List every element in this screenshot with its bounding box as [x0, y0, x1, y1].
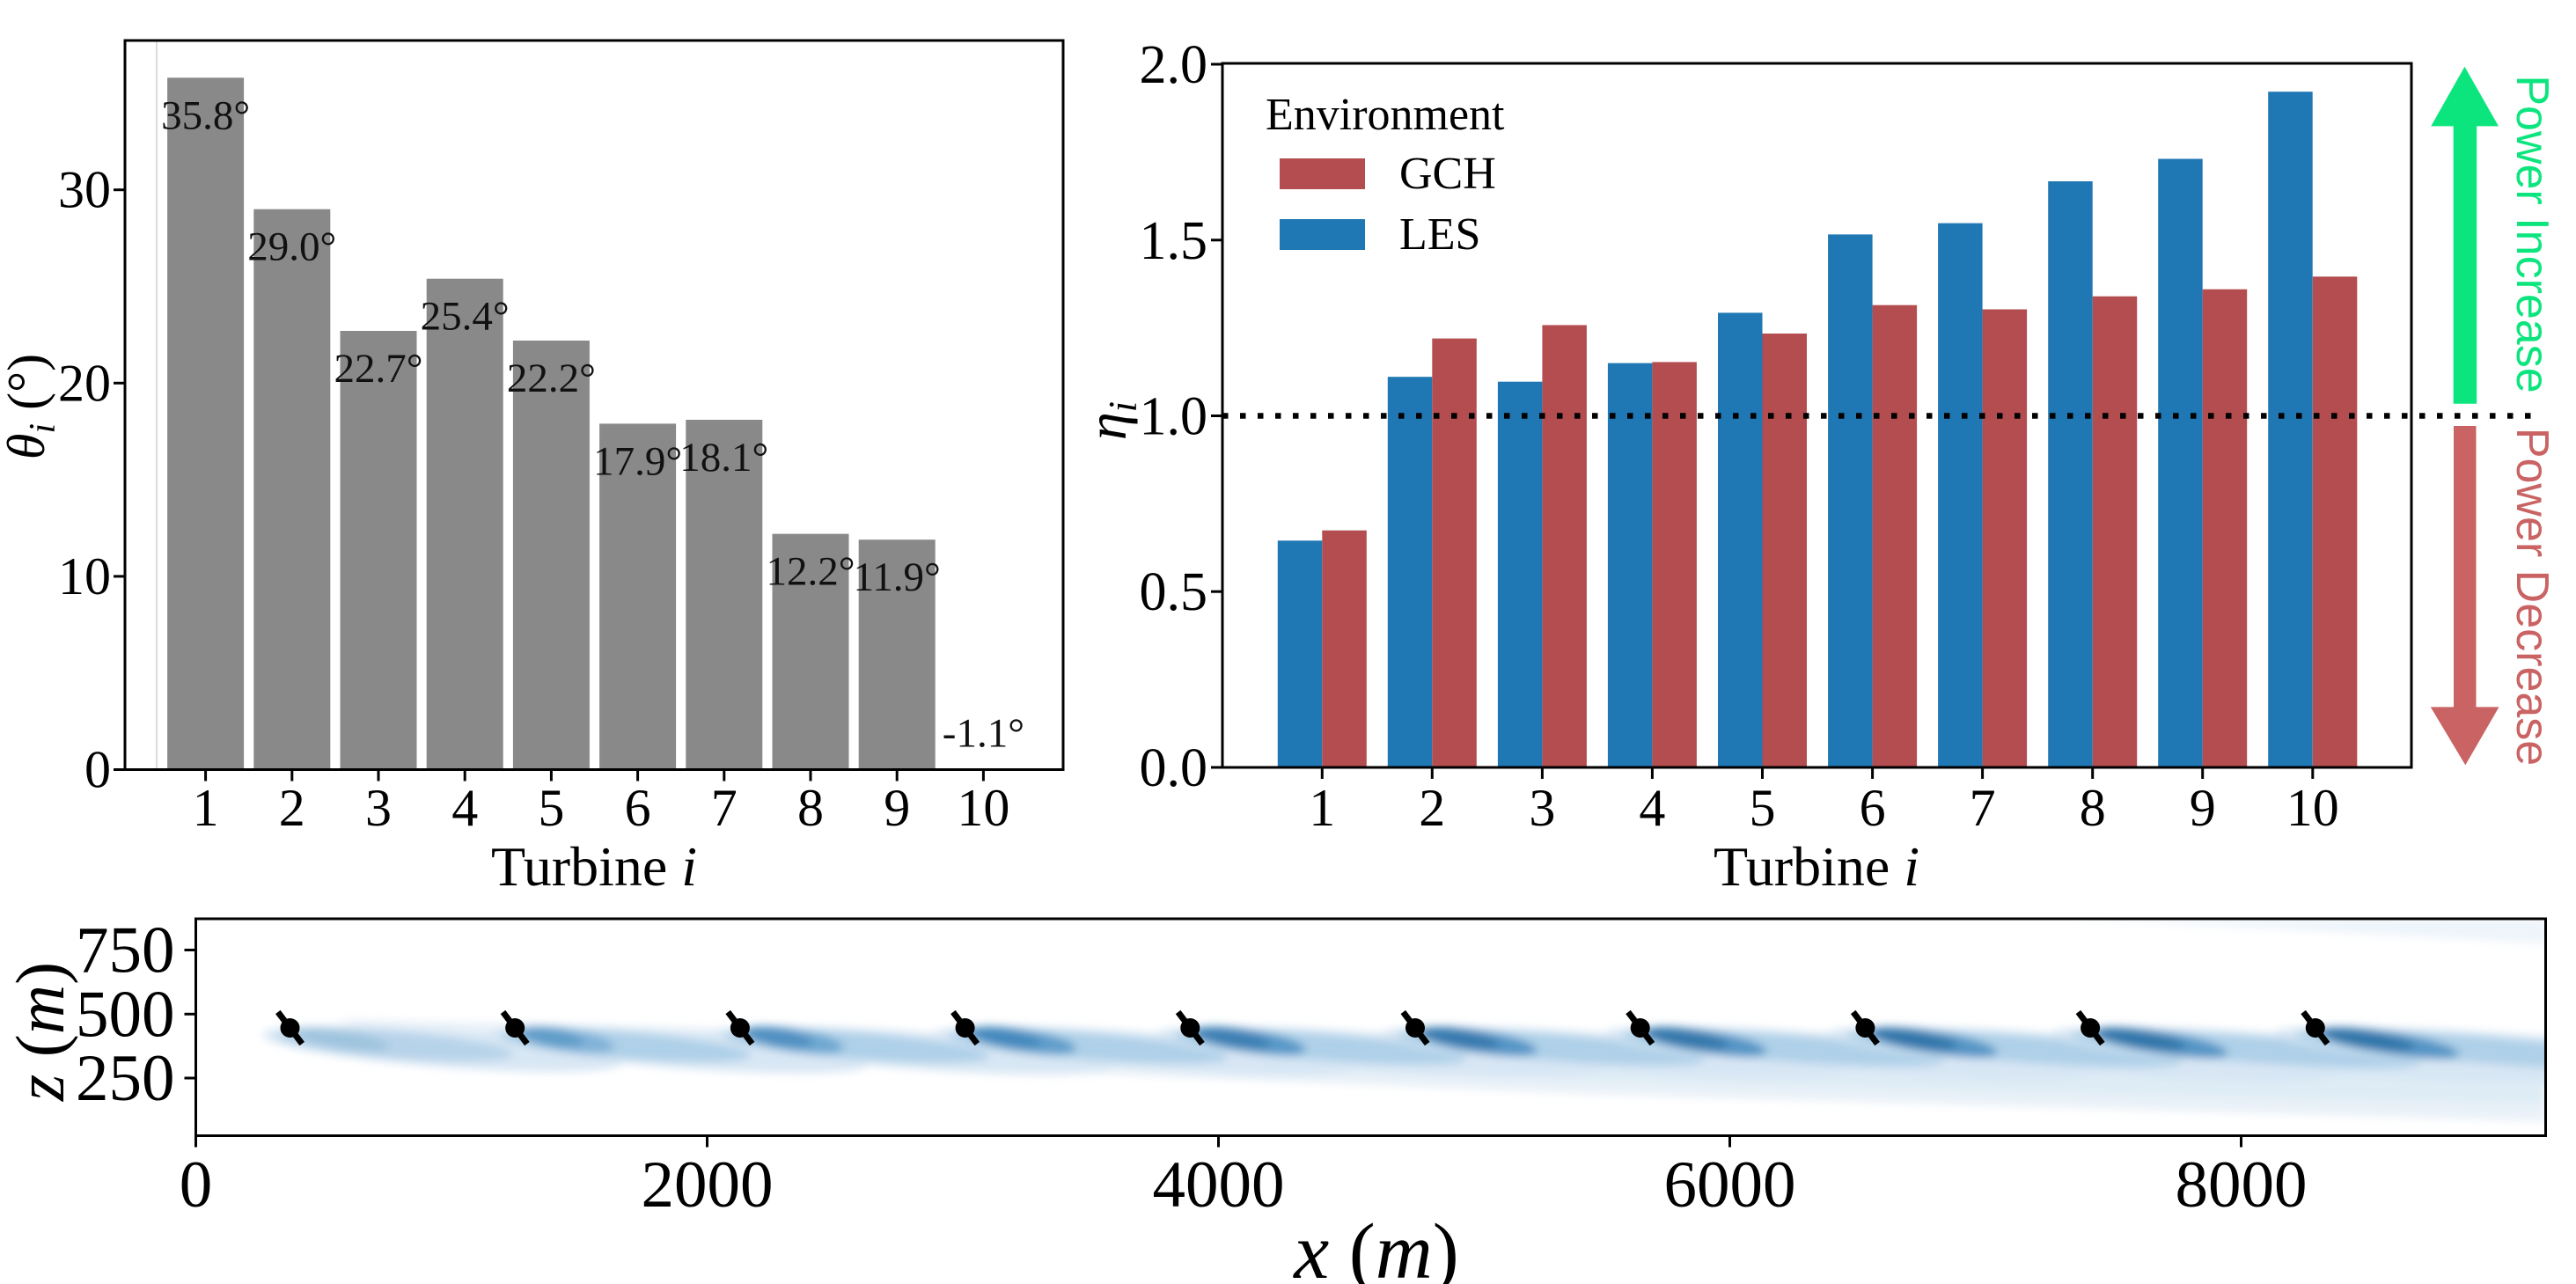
svg-text:Turbine i: Turbine i [491, 835, 697, 898]
svg-text:GCH: GCH [1399, 149, 1496, 199]
svg-text:4: 4 [1639, 779, 1665, 837]
svg-text:9: 9 [884, 779, 910, 837]
svg-text:θi (°): θi (°) [0, 354, 63, 459]
svg-text:20: 20 [58, 354, 111, 412]
svg-text:1: 1 [193, 779, 219, 837]
svg-text:5: 5 [1750, 779, 1776, 837]
svg-text:750: 750 [76, 914, 175, 987]
svg-text:Power Increase: Power Increase [2506, 75, 2558, 393]
svg-text:-1.1°: -1.1° [943, 711, 1024, 757]
svg-text:17.9°: 17.9° [593, 438, 682, 484]
svg-text:8: 8 [2080, 779, 2106, 837]
svg-text:7: 7 [711, 779, 738, 837]
svg-text:0: 0 [84, 741, 111, 799]
svg-text:8: 8 [797, 779, 824, 837]
svg-text:12.2°: 12.2° [766, 549, 855, 595]
svg-text:0: 0 [180, 1148, 213, 1222]
svg-text:11.9°: 11.9° [854, 554, 941, 600]
svg-text:9: 9 [2190, 779, 2216, 837]
svg-text:250: 250 [76, 1042, 175, 1115]
svg-text:1.5: 1.5 [1140, 211, 1208, 271]
svg-text:22.2°: 22.2° [507, 356, 596, 401]
svg-text:35.8°: 35.8° [161, 92, 250, 138]
svg-text:3: 3 [365, 779, 392, 837]
svg-text:z (m): z (m) [2, 962, 78, 1102]
svg-text:1: 1 [1309, 779, 1335, 837]
svg-text:10: 10 [58, 547, 111, 605]
svg-text:1.0: 1.0 [1140, 387, 1208, 447]
svg-text:4: 4 [451, 779, 478, 837]
svg-text:5: 5 [538, 779, 564, 837]
svg-text:2.0: 2.0 [1140, 35, 1208, 95]
svg-text:29.0°: 29.0° [247, 224, 336, 270]
svg-text:LES: LES [1399, 209, 1480, 260]
svg-text:x (m): x (m) [1292, 1208, 1458, 1284]
svg-text:30: 30 [58, 161, 111, 219]
svg-text:6: 6 [1860, 779, 1886, 837]
svg-text:500: 500 [76, 978, 175, 1051]
svg-text:7: 7 [1970, 779, 1996, 837]
svg-text:0.0: 0.0 [1140, 738, 1208, 798]
svg-text:3: 3 [1529, 779, 1555, 837]
svg-text:2000: 2000 [642, 1148, 774, 1222]
svg-text:18.1°: 18.1° [679, 435, 768, 481]
svg-text:10: 10 [2286, 779, 2339, 837]
svg-text:ηi: ηi [1075, 401, 1145, 440]
svg-text:2: 2 [279, 779, 305, 837]
svg-text:6: 6 [625, 779, 651, 837]
svg-text:8000: 8000 [2176, 1148, 2308, 1222]
svg-text:6000: 6000 [1664, 1148, 1796, 1222]
svg-text:Power Decrease: Power Decrease [2506, 428, 2558, 766]
svg-text:Environment: Environment [1266, 90, 1505, 140]
svg-text:0.5: 0.5 [1140, 562, 1208, 622]
svg-text:25.4°: 25.4° [421, 294, 510, 340]
svg-text:4000: 4000 [1153, 1148, 1285, 1222]
svg-text:Turbine i: Turbine i [1714, 835, 1919, 898]
svg-text:10: 10 [957, 779, 1009, 837]
svg-text:2: 2 [1419, 779, 1445, 837]
svg-text:22.7°: 22.7° [334, 346, 422, 392]
